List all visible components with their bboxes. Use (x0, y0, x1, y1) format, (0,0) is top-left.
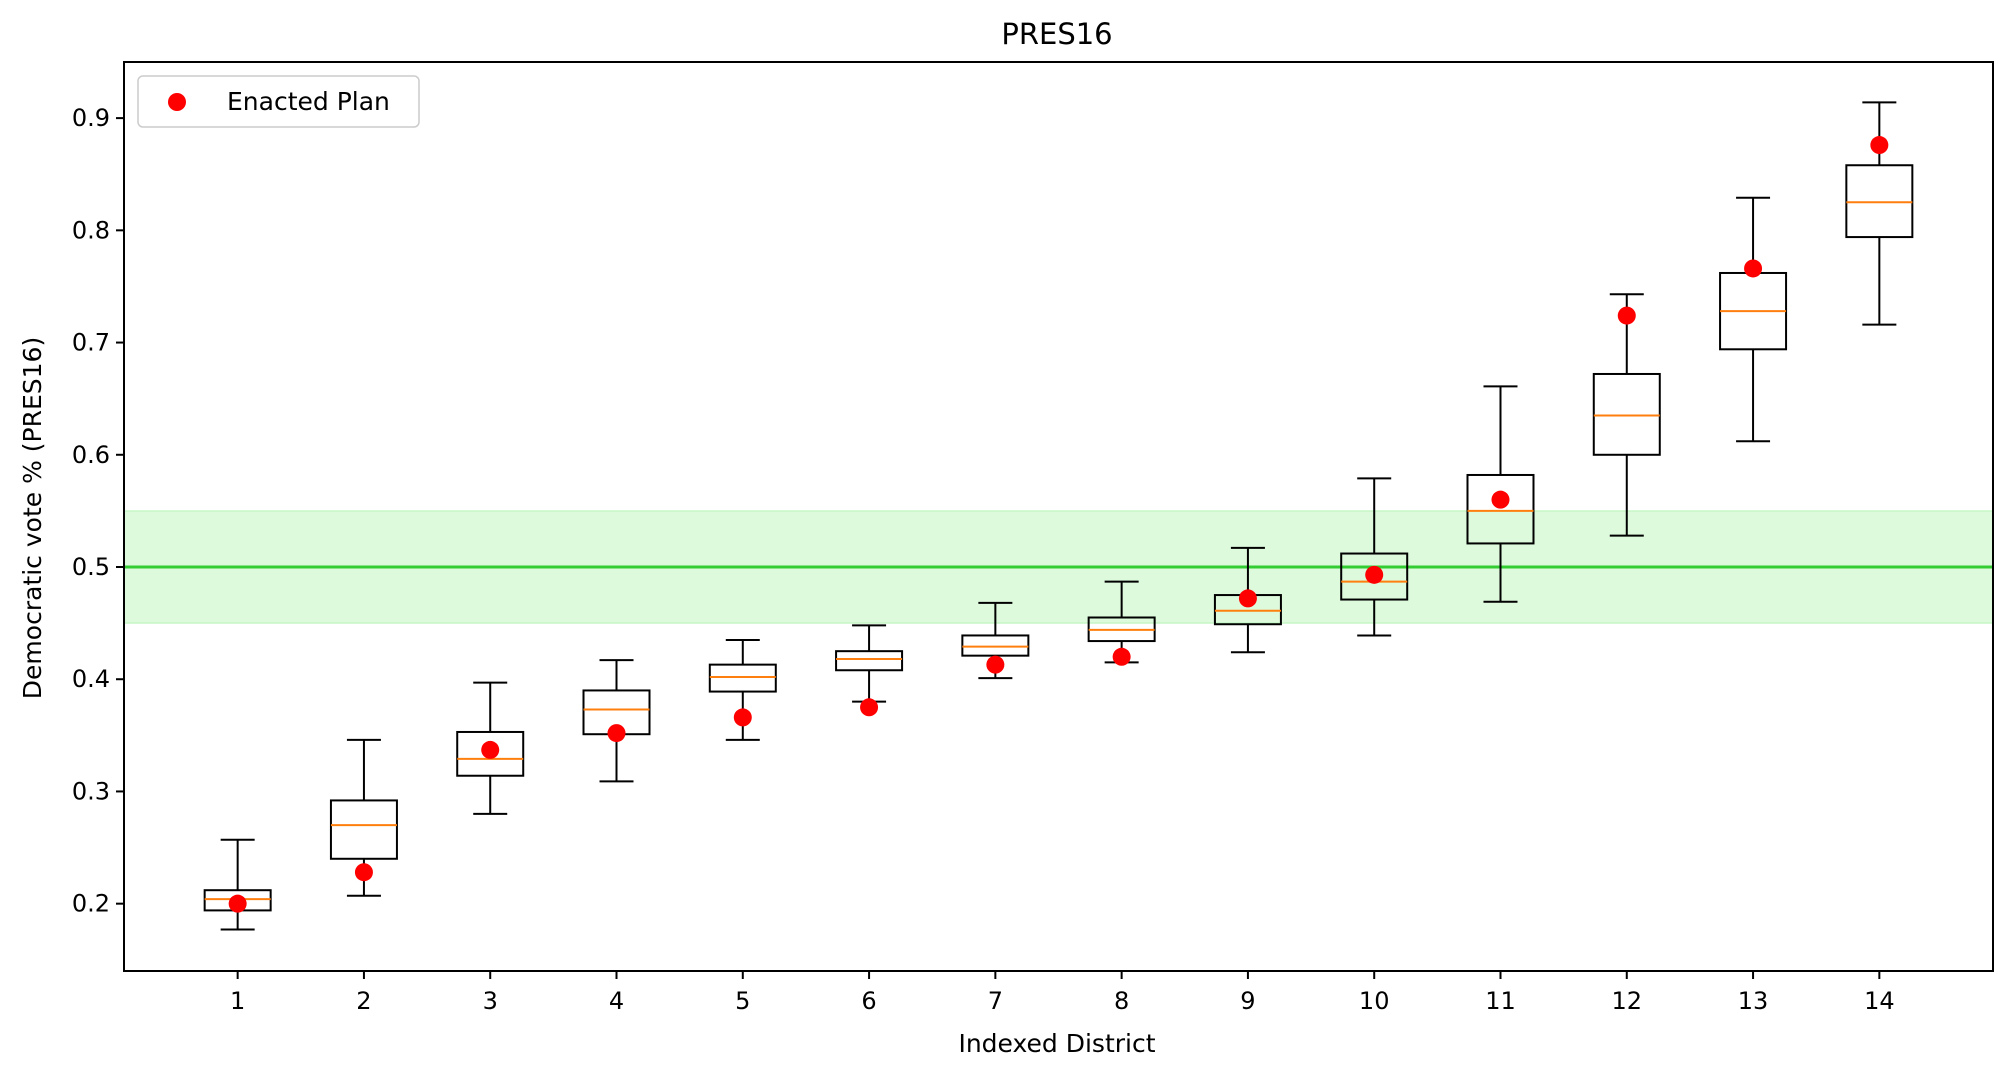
x-tick-label-7: 7 (988, 987, 1003, 1015)
y-tick-label-0.4: 0.4 (72, 665, 110, 693)
y-tick-label-0.7: 0.7 (72, 329, 110, 357)
enacted-plan-point-8 (1112, 647, 1131, 666)
y-tick-label-0.3: 0.3 (72, 777, 110, 805)
enacted-plan-point-9 (1238, 589, 1257, 608)
legend-marker-enacted-plan (168, 93, 186, 111)
enacted-plan-point-14 (1870, 136, 1889, 155)
x-tick-label-10: 10 (1359, 987, 1390, 1015)
y-tick-label-0.8: 0.8 (72, 216, 110, 244)
x-tick-label-14: 14 (1864, 987, 1895, 1015)
plot-frame (123, 61, 1994, 972)
box-3 (456, 730, 525, 777)
enacted-plan-point-7 (986, 655, 1005, 674)
x-tick-label-9: 9 (1240, 987, 1255, 1015)
box-6 (835, 650, 904, 672)
enacted-plan-point-2 (354, 863, 373, 882)
legend-label-enacted-plan: Enacted Plan (227, 87, 390, 116)
legend-frame (137, 75, 420, 128)
box-5 (708, 663, 777, 693)
enacted-plan-point-4 (607, 724, 626, 743)
enacted-plan-point-6 (860, 698, 879, 717)
box-11 (1466, 473, 1535, 545)
y-tick-label-0.9: 0.9 (72, 104, 110, 132)
chart-title: PRES16 (1001, 17, 1112, 51)
box-14 (1845, 164, 1914, 239)
box-10 (1340, 552, 1409, 601)
x-tick-label-4: 4 (609, 987, 624, 1015)
x-tick-label-13: 13 (1738, 987, 1769, 1015)
y-tick-label-0.2: 0.2 (72, 890, 110, 918)
x-tick-label-12: 12 (1612, 987, 1643, 1015)
enacted-plan-point-12 (1617, 306, 1636, 325)
enacted-plan-point-10 (1365, 565, 1384, 584)
x-tick-label-8: 8 (1114, 987, 1129, 1015)
y-tick-label-0.6: 0.6 (72, 441, 110, 469)
plot-area: 1 2 3 4 5 6 7 8 9 10 11 12 13 140.20.30.40.50.60.70.8… (72, 61, 1994, 1015)
x-tick-label-11: 11 (1485, 987, 1516, 1015)
x-tick-label-3: 3 (483, 987, 498, 1015)
box-2 (329, 799, 398, 860)
enacted-plan-point-11 (1491, 490, 1510, 509)
x-tick-label-5: 5 (735, 987, 750, 1015)
enacted-plan-point-13 (1744, 259, 1763, 278)
y-tick-label-0.5: 0.5 (72, 553, 110, 581)
box-12 (1592, 372, 1661, 456)
x-tick-label-2: 2 (356, 987, 371, 1015)
enacted-plan-point-5 (733, 708, 752, 727)
enacted-plan-point-3 (481, 740, 500, 759)
x-tick-label-1: 1 (230, 987, 245, 1015)
enacted-plan-point-1 (228, 894, 247, 913)
y-axis-label: Democratic vote % (PRES16) (18, 337, 47, 699)
x-tick-label-6: 6 (861, 987, 876, 1015)
legend: Enacted Plan (137, 75, 420, 128)
box-7 (961, 634, 1030, 657)
x-axis-label: Indexed District (958, 1029, 1155, 1058)
